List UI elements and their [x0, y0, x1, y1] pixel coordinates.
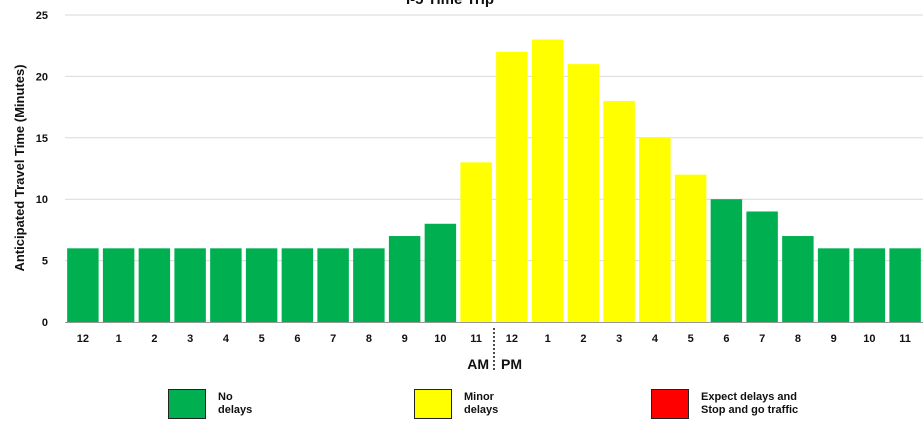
x-tick-label: 10	[863, 333, 875, 345]
bar	[674, 174, 707, 322]
bar	[853, 248, 886, 322]
legend-swatch-minor-delays	[414, 389, 452, 419]
bar	[567, 64, 600, 323]
x-tick-label: 12	[77, 333, 89, 345]
x-tick-label: 3	[616, 333, 622, 345]
x-tick-label: 10	[434, 333, 446, 345]
y-tick-label: 0	[42, 317, 48, 329]
x-tick-label: 2	[151, 333, 157, 345]
bar	[603, 100, 635, 323]
x-tick-label: 7	[330, 333, 336, 345]
y-tick-label: 5	[42, 256, 48, 268]
bar	[496, 51, 528, 323]
x-tick-label: 8	[795, 333, 801, 345]
x-tick-label: 1	[545, 333, 551, 345]
x-tick-label: 12	[506, 333, 518, 345]
bars	[67, 39, 921, 323]
y-tick-label: 20	[36, 71, 48, 83]
bar	[889, 248, 921, 322]
legend-swatch-no-delays	[168, 389, 206, 419]
x-tick-label: 3	[187, 333, 193, 345]
x-tick-label: 11	[899, 333, 911, 345]
bar	[424, 223, 457, 322]
bar	[245, 248, 278, 322]
bar	[174, 248, 206, 322]
bar	[67, 248, 99, 322]
bar	[817, 248, 850, 322]
x-tick-label: 11	[470, 333, 482, 345]
pm-label: PM	[501, 356, 522, 372]
bar	[639, 137, 671, 322]
chart-title: I-5 Time Trip	[406, 0, 494, 8]
bar	[281, 248, 314, 322]
bar	[710, 199, 743, 322]
legend-label-stop-and-go: Expect delays and Stop and go traffic	[701, 391, 799, 416]
x-axis-ticks: 12 1 2 3 4 5 6 7 8 9 10 11 12 1 2 3 4 5 6 7 8 9 10 11	[77, 333, 911, 345]
x-tick-label: 6	[723, 333, 729, 345]
x-tick-label: 5	[688, 333, 694, 345]
legend-label-minor-delays: Minor delays	[464, 391, 499, 416]
x-tick-label: 9	[402, 333, 408, 345]
x-tick-label: 1	[116, 333, 122, 345]
x-tick-label: 8	[366, 333, 372, 345]
y-axis-title: Anticipated Travel Time (Minutes)	[12, 64, 27, 271]
legend-item-no-delays: No delays	[168, 389, 378, 419]
y-tick-label: 10	[36, 194, 48, 206]
y-tick-label: 15	[36, 133, 48, 145]
bar	[317, 248, 349, 322]
bar	[102, 248, 135, 322]
x-tick-label: 9	[831, 333, 837, 345]
x-tick-label: 7	[759, 333, 765, 345]
bar	[353, 248, 385, 322]
x-tick-label: 4	[223, 333, 230, 345]
x-tick-label: 6	[294, 333, 300, 345]
bar	[138, 248, 171, 322]
legend-swatch-stop-and-go	[651, 389, 689, 419]
x-tick-label: 2	[580, 333, 586, 345]
legend-item-stop-and-go: Expect delays and Stop and go traffic	[651, 389, 861, 419]
am-label: AM	[467, 356, 489, 372]
bar	[746, 211, 778, 322]
legend-item-minor-delays: Minor delays	[414, 389, 624, 419]
y-axis-ticks: 0 5 10 15 20 25	[36, 10, 48, 329]
y-tick-label: 25	[36, 10, 48, 22]
bar	[460, 162, 492, 322]
grid-lines	[65, 14, 923, 262]
bar	[210, 248, 242, 322]
x-tick-label: 5	[259, 333, 265, 345]
x-tick-label: 4	[652, 333, 659, 345]
bar	[388, 236, 421, 322]
bar	[782, 236, 814, 322]
bar	[531, 39, 564, 323]
legend-label-no-delays: No delays	[218, 391, 253, 416]
